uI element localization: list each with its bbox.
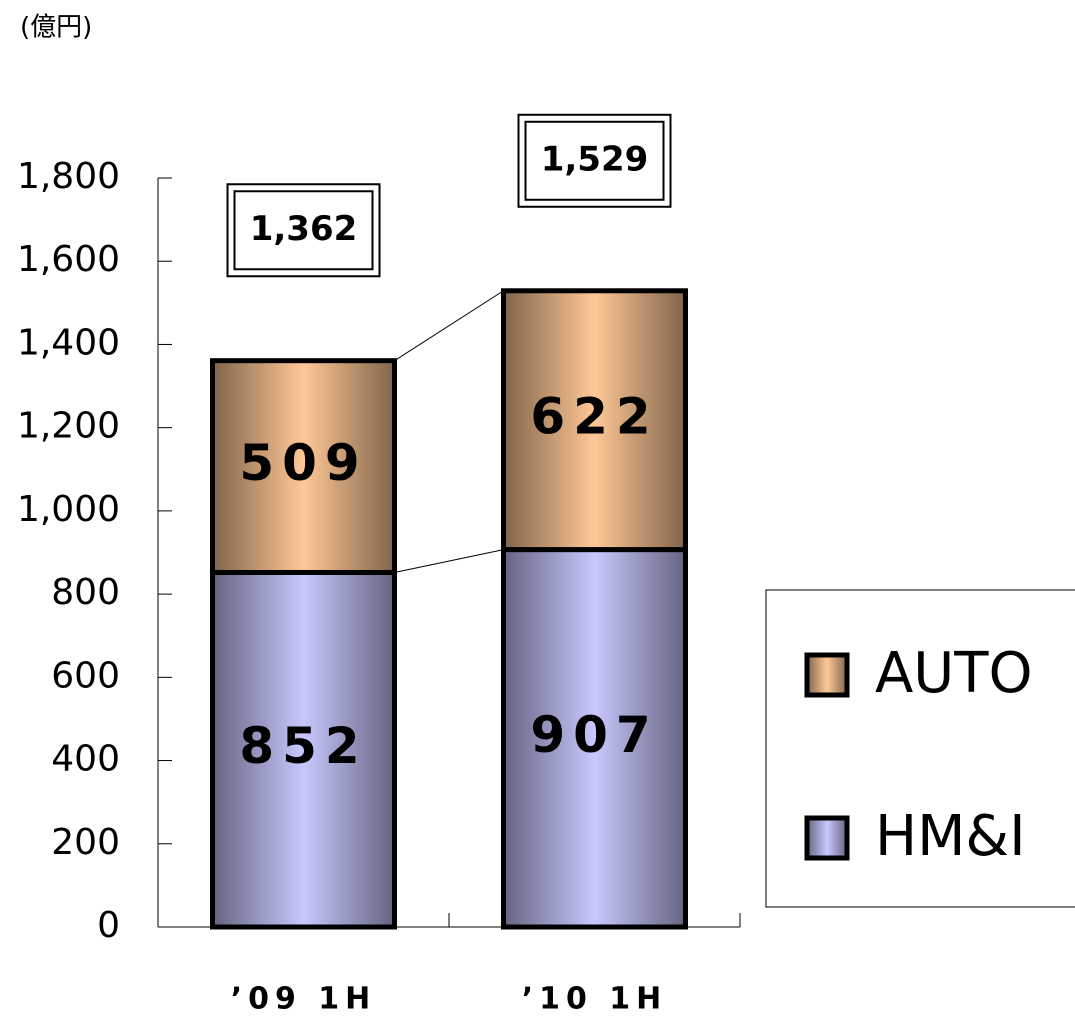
bar-segment (210, 358, 397, 575)
connector-line (394, 549, 504, 573)
total-box-inner (233, 190, 374, 271)
value-label: 622 (530, 388, 658, 446)
value-label: 907 (530, 706, 658, 764)
total-box-outer (517, 113, 672, 208)
bar-segment (501, 288, 688, 553)
unit-label: (億円) (20, 13, 92, 43)
value-label: 509 (239, 434, 367, 492)
y-tick-label: 1,800 (17, 156, 120, 197)
bar-segment (501, 547, 688, 930)
y-tick-label: 1,400 (17, 322, 120, 363)
bar-segment (210, 569, 397, 930)
total-box-outer (226, 183, 381, 278)
y-tick-label: 800 (51, 572, 120, 613)
legend-swatch (804, 815, 850, 861)
connector-line (394, 290, 504, 362)
y-tick-label: 400 (51, 739, 120, 780)
y-tick-label: 200 (51, 822, 120, 863)
x-tick-label: ’10 1H (522, 982, 668, 1017)
total-box-inner (524, 120, 665, 201)
y-tick-label: 1,600 (17, 239, 120, 280)
total-label: 1,529 (541, 139, 649, 179)
legend-swatch (804, 652, 850, 698)
x-tick-label: ’09 1H (231, 982, 377, 1017)
total-label: 1,362 (250, 209, 358, 249)
legend-label: HM&I (875, 804, 1026, 869)
legend-label: AUTO (875, 641, 1033, 706)
y-tick-label: 600 (51, 655, 120, 696)
value-label: 852 (239, 717, 367, 775)
y-tick-label: 1,000 (17, 489, 120, 530)
y-tick-label: 1,200 (17, 406, 120, 447)
y-tick-label: 0 (97, 905, 120, 946)
